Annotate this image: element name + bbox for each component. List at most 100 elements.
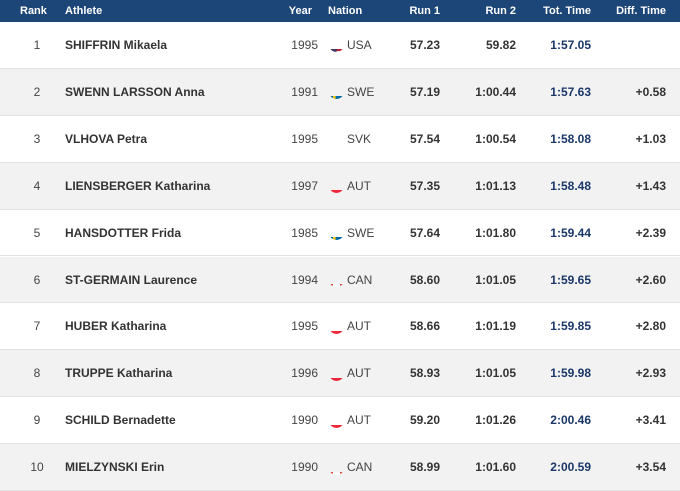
year: 1990 <box>291 460 318 475</box>
run-2: 1:01.60 <box>475 460 516 475</box>
diff-time: +1.43 <box>635 178 666 193</box>
rank: 1 <box>33 38 41 52</box>
run-1: 58.60 <box>409 272 440 287</box>
run-2: 1:01.80 <box>475 225 516 240</box>
total-time: 1:59.44 <box>550 225 591 240</box>
athlete: HUBER Katharina <box>65 319 167 334</box>
flag-icon <box>329 272 344 287</box>
flag-icon <box>329 366 344 381</box>
table-row: 1 SHIFFRIN Mikaela 1995 USA 57.23 59.82 1:57.0… <box>0 22 680 69</box>
header-nation: Nation <box>328 5 363 17</box>
diff-time: +3.54 <box>635 460 666 475</box>
flag-icon <box>329 319 344 334</box>
diff-time: +1.03 <box>635 131 666 146</box>
total-time: 1:57.05 <box>550 38 591 52</box>
run-2: 1:00.44 <box>475 84 516 99</box>
total-time: 1:57.63 <box>550 84 591 99</box>
table-row: 5 HANSDOTTER Frida 1985 SWE 57.64 1:01.80 1:59… <box>0 210 680 257</box>
year: 1995 <box>291 131 318 146</box>
run-2: 1:01.05 <box>475 366 516 381</box>
rank: 2 <box>33 84 41 99</box>
diff-time: +0.58 <box>635 84 666 99</box>
run-1: 58.99 <box>409 460 440 475</box>
year: 1985 <box>291 225 318 240</box>
flag-icon <box>329 460 344 475</box>
header-athlete: Athlete <box>65 5 103 17</box>
flag-icon <box>329 37 344 53</box>
year: 1994 <box>291 272 318 287</box>
nation: CAN <box>347 272 373 287</box>
table-row: 4 LIENSBERGER Katharina 1997 AUT 57.35 1:01.1… <box>0 162 680 210</box>
total-time: 2:00.46 <box>550 413 591 428</box>
flag-icon <box>329 84 344 100</box>
flag-icon <box>329 131 344 147</box>
flag-icon <box>329 413 344 428</box>
total-time: 1:59.98 <box>550 366 591 381</box>
nation: SVK <box>347 131 372 146</box>
rank: 5 <box>33 225 41 240</box>
header-row: Rank Athlete Year Nation Run 1 Run 2 Tot. Time… <box>0 0 680 22</box>
nation: AUT <box>347 366 371 381</box>
run-1: 57.19 <box>409 84 440 99</box>
header-year: Year <box>288 5 312 17</box>
nation: AUT <box>347 319 371 334</box>
run-2: 1:01.05 <box>475 272 516 287</box>
flag-icon <box>329 225 344 241</box>
total-time: 1:59.65 <box>550 272 591 287</box>
run-1: 57.23 <box>409 38 440 52</box>
flag-icon <box>329 178 344 194</box>
year: 1997 <box>291 178 318 193</box>
run-1: 57.64 <box>409 225 440 240</box>
rank: 3 <box>33 131 41 146</box>
diff-time: +3.41 <box>635 413 666 428</box>
total-time: 1:58.48 <box>550 178 591 193</box>
run-1: 57.54 <box>409 131 440 146</box>
header-rank: Rank <box>20 5 47 17</box>
rank: 8 <box>33 366 41 381</box>
table-row: 9 SCHILD Bernadette 1990 AUT 59.20 1:01.26 2:0… <box>0 397 680 445</box>
nation: AUT <box>347 413 371 428</box>
header-run-1: Run 1 <box>409 5 440 17</box>
year: 1990 <box>291 413 318 428</box>
table-row: 8 TRUPPE Katharina 1996 AUT 58.93 1:01.05 1:59… <box>0 350 680 398</box>
diff-time: +2.93 <box>635 366 666 381</box>
nation: AUT <box>347 178 371 193</box>
table-row: 10 MIELZYNSKI Erin 1990 CAN 58.99 1:01.60 2:00… <box>0 444 680 491</box>
nation: SWE <box>347 225 375 240</box>
run-1: 57.35 <box>409 178 440 193</box>
year: 1996 <box>291 366 318 381</box>
total-time: 1:59.85 <box>550 319 591 334</box>
diff-time: +2.39 <box>635 225 666 240</box>
run-2: 59.82 <box>485 38 516 52</box>
athlete: SHIFFRIN Mikaela <box>65 38 168 52</box>
run-2: 1:00.54 <box>475 131 516 146</box>
athlete: VLHOVA Petra <box>65 131 148 146</box>
run-1: 59.20 <box>409 413 440 428</box>
run-2: 1:01.13 <box>475 178 516 193</box>
athlete: HANSDOTTER Frida <box>65 225 182 240</box>
run-1: 58.93 <box>409 366 440 381</box>
athlete: ST-GERMAIN Laurence <box>65 272 198 287</box>
run-2: 1:01.26 <box>475 413 516 428</box>
athlete: MIELZYNSKI Erin <box>65 460 165 475</box>
athlete: TRUPPE Katharina <box>65 366 173 381</box>
diff-time: +2.80 <box>635 319 666 334</box>
header-total-time: Tot. Time <box>543 5 591 17</box>
table-row: 2 SWENN LARSSON Anna 1991 SWE 57.19 1:00.44 1:… <box>0 68 680 116</box>
header-diff-time: Diff. Time <box>616 5 666 17</box>
total-time: 1:58.08 <box>550 131 591 146</box>
athlete: LIENSBERGER Katharina <box>65 178 211 193</box>
run-2: 1:01.19 <box>475 319 516 334</box>
nation: CAN <box>347 460 373 475</box>
rank: 10 <box>30 460 44 475</box>
rank: 7 <box>33 319 41 334</box>
nation: SWE <box>347 84 375 99</box>
year: 1991 <box>291 84 318 99</box>
total-time: 2:00.59 <box>550 460 591 475</box>
athlete: SWENN LARSSON Anna <box>65 84 205 99</box>
athlete: SCHILD Bernadette <box>65 413 176 428</box>
year: 1995 <box>291 319 318 334</box>
diff-time: +2.60 <box>635 272 666 287</box>
